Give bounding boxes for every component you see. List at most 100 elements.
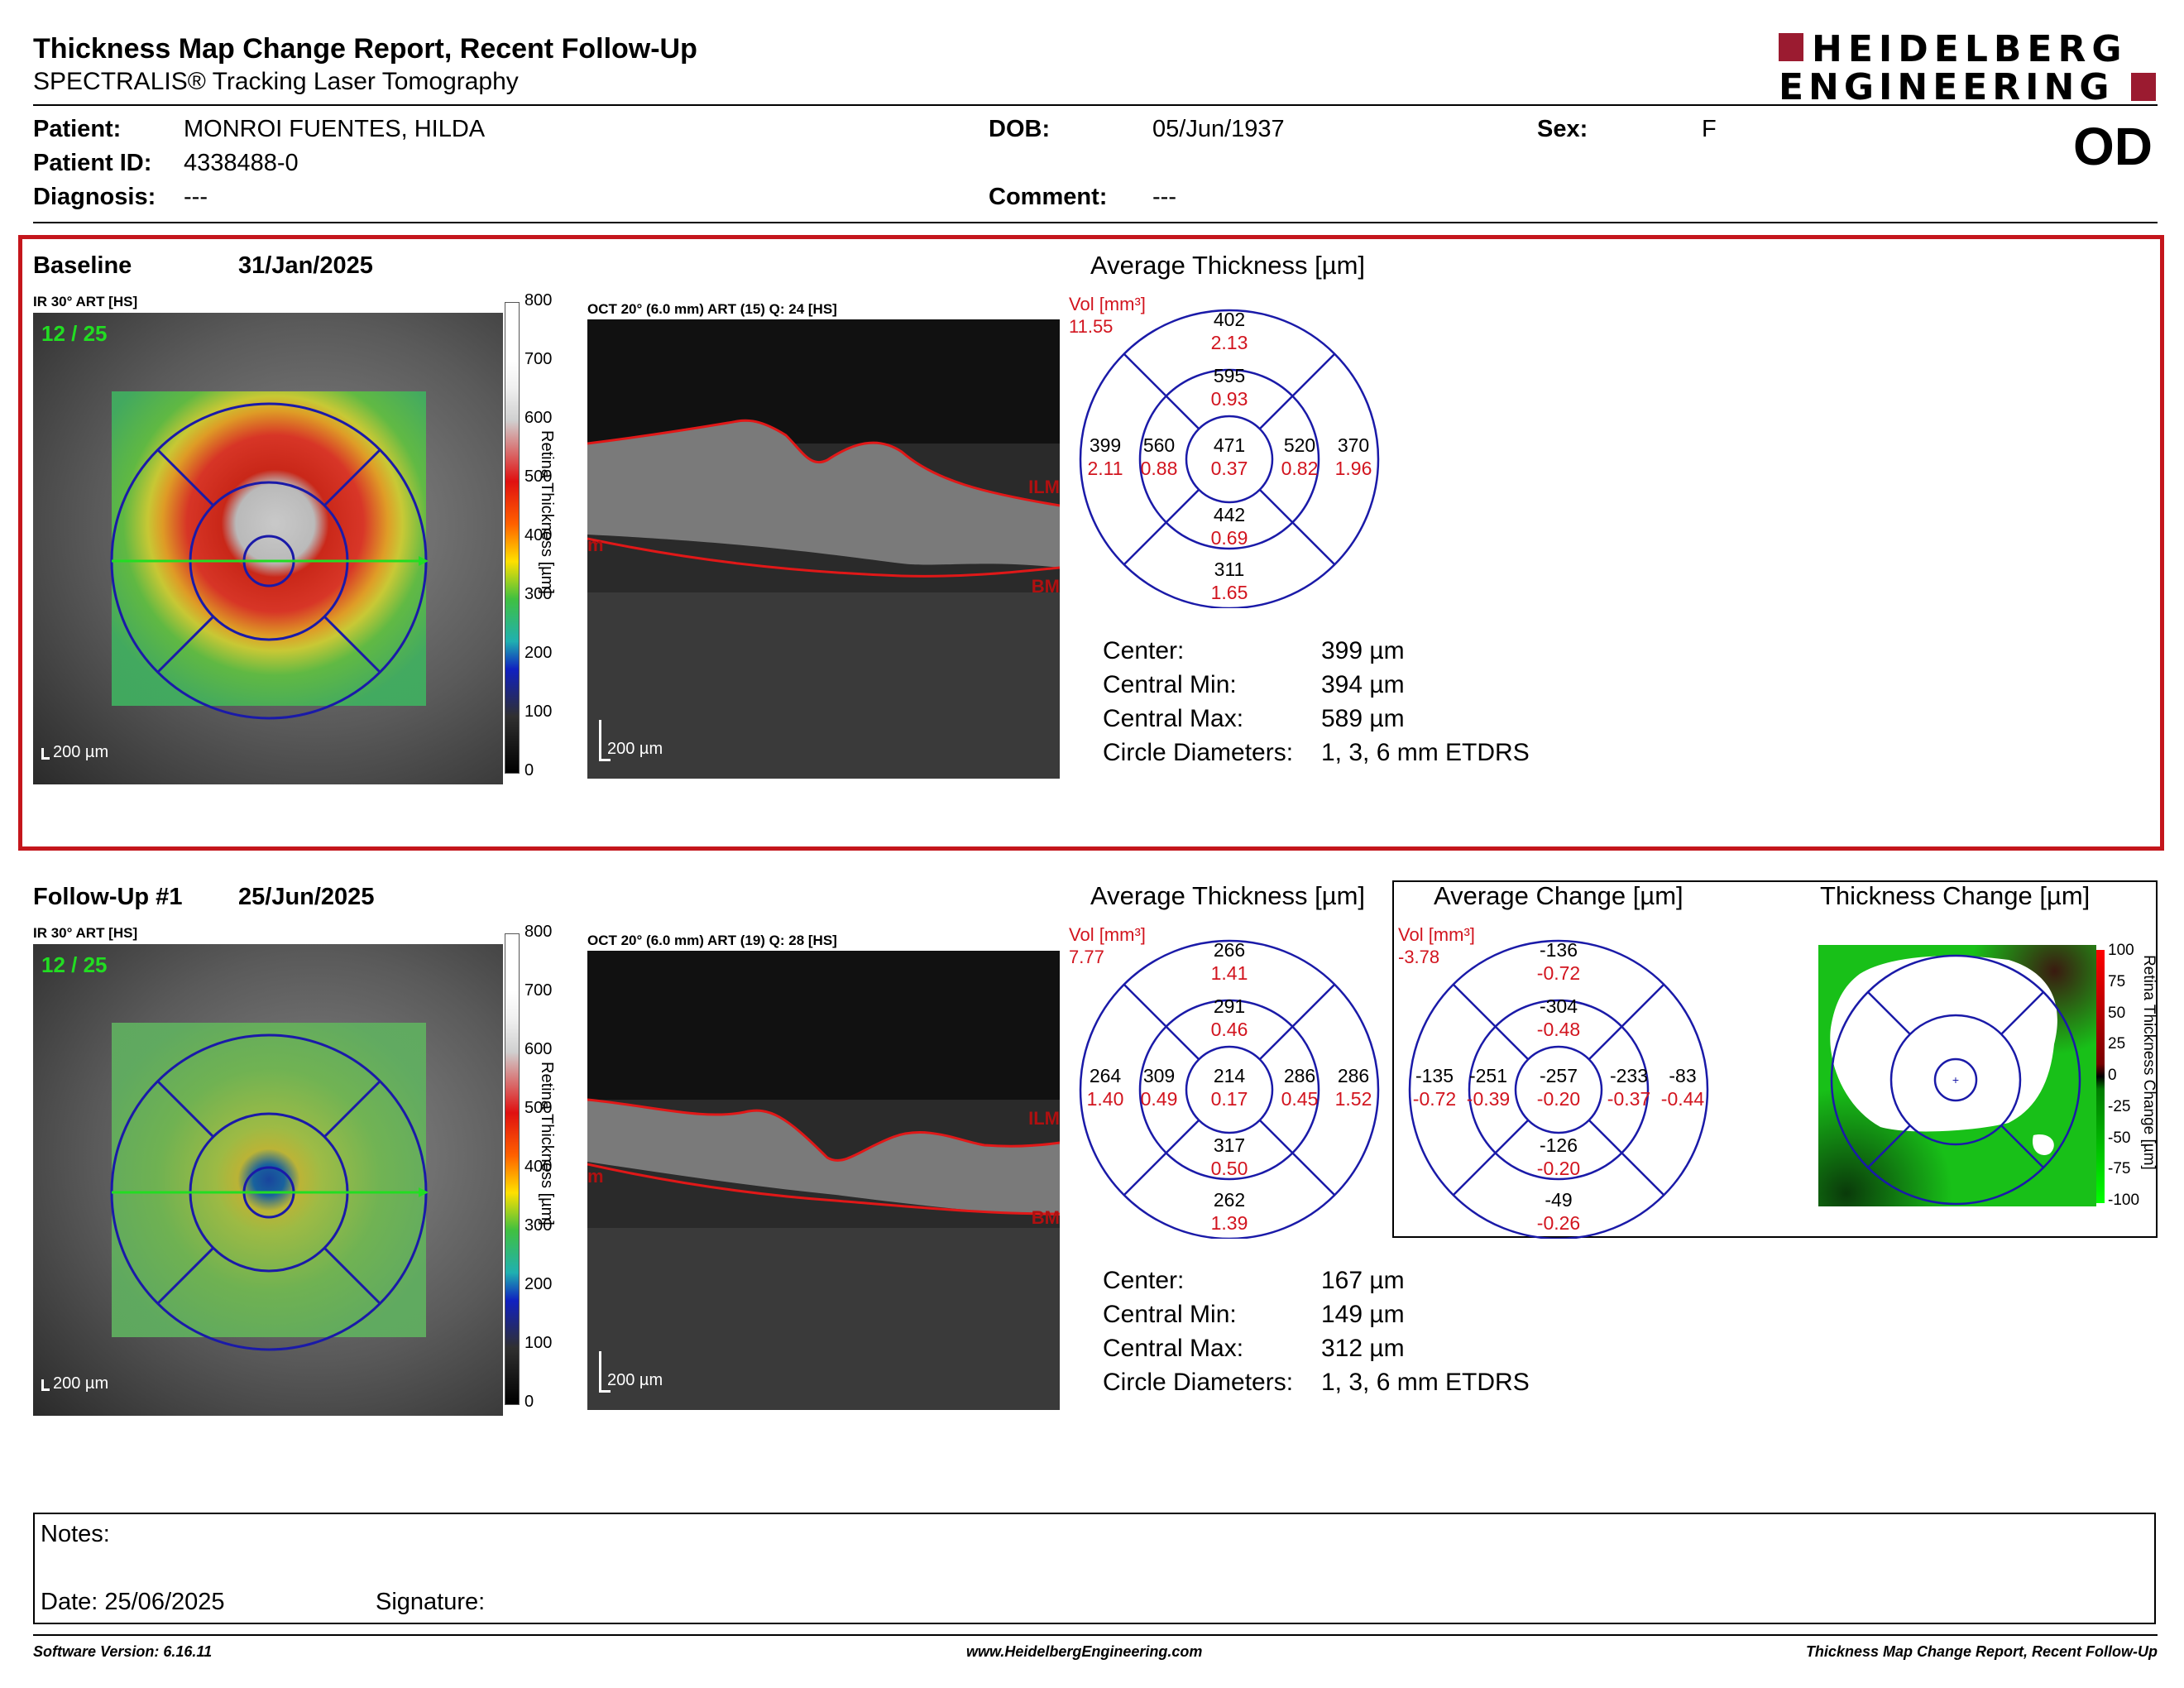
colorbar-tick-label: 50 xyxy=(2108,1004,2126,1022)
colorbar-tick-label: 300 xyxy=(524,1216,553,1235)
etdrs-sector-line xyxy=(1258,1119,1336,1196)
change-etdrs-grid: -136 -0.72 -304 -0.48 -135 -0.72 -251 -0.39 -257… xyxy=(1398,924,1732,1240)
etdrs-top-outer-value: 402 xyxy=(1213,309,1246,330)
sex-value: F xyxy=(1702,116,1717,142)
baseline-max-label: Central Max: xyxy=(1103,705,1244,732)
baseline-center-value: 399 µm xyxy=(1321,637,1405,664)
colorbar-tick-label: -50 xyxy=(2108,1129,2131,1147)
etdrs-bottom-outer-value: -49 xyxy=(1545,1189,1573,1211)
report-title: Thickness Map Change Report, Recent Foll… xyxy=(33,33,697,65)
etdrs-bottom-inner-volume: 0.69 xyxy=(1210,527,1248,549)
etdrs-sector-line xyxy=(1123,352,1200,430)
baseline-circle-label: Circle Diameters: xyxy=(1103,739,1294,766)
colorbar-tick-label: 200 xyxy=(524,1275,553,1293)
colorbar-tick-label: 400 xyxy=(524,1158,553,1176)
etdrs-vol-label: Vol [mm³] xyxy=(1398,924,1475,945)
notes-date: Date: 25/06/2025 xyxy=(41,1589,225,1615)
baseline-ir-image: 12 / 25 200 µm xyxy=(33,313,503,784)
etdrs-sector-line xyxy=(1258,488,1336,566)
baseline-date: 31/Jan/2025 xyxy=(238,252,373,279)
etdrs-left-inner-volume: 0.49 xyxy=(1140,1088,1178,1110)
followup-m-mark: m xyxy=(587,1166,604,1187)
followup-colorbar-ticks: 800 700 600 500 400 300 200 100 0 xyxy=(524,923,558,1419)
colorbar-tick-label: 700 xyxy=(524,981,553,1000)
etdrs-ring xyxy=(1468,999,1650,1181)
baseline-avg-thickness-title: Average Thickness [µm] xyxy=(1090,251,1366,280)
patient-id-label: Patient ID: xyxy=(33,150,152,176)
diagnosis-value: --- xyxy=(184,184,208,210)
etdrs-top-outer-volume: -0.72 xyxy=(1536,962,1581,984)
etdrs-center-volume: 0.37 xyxy=(1210,458,1248,479)
etdrs-left-outer-volume: 1.40 xyxy=(1086,1088,1124,1110)
etdrs-right-outer-volume: -0.44 xyxy=(1660,1088,1705,1110)
etdrs-right-inner-volume: 0.82 xyxy=(1281,458,1319,479)
average-change-title: Average Change [µm] xyxy=(1434,881,1684,910)
baseline-circle-value: 1, 3, 6 mm ETDRS xyxy=(1321,739,1530,766)
etdrs-ring xyxy=(1514,1045,1603,1134)
followup-circle-label: Circle Diameters: xyxy=(1103,1369,1294,1396)
patient-name: MONROI FUENTES, HILDA xyxy=(184,116,486,142)
etdrs-ring xyxy=(1138,368,1320,550)
etdrs-vol-total: -3.78 xyxy=(1398,947,1440,967)
colorbar-tick-label: 0 xyxy=(2108,1067,2117,1084)
change-box xyxy=(1392,880,2158,1238)
etdrs-vol-total: 7.77 xyxy=(1069,947,1104,967)
colorbar-tick-label: -25 xyxy=(2108,1097,2131,1115)
heidelberg-logo: HEIDELBERG ENGINEERING xyxy=(1779,28,2159,108)
followup-ir-image: 12 / 25 200 µm xyxy=(33,944,503,1416)
dob-label: DOB: xyxy=(989,116,1051,142)
baseline-colorbar-ticks: 800 700 600 500 400 300 200 100 0 xyxy=(524,291,558,788)
website-link[interactable]: www.HeidelbergEngineering.com xyxy=(966,1643,1203,1660)
colorbar-tick-label: 500 xyxy=(524,468,553,486)
colorbar-tick-label: 25 xyxy=(2108,1035,2126,1053)
colorbar-tick-label: 400 xyxy=(524,526,553,544)
etdrs-top-inner-volume: 0.93 xyxy=(1210,388,1248,410)
etdrs-sector-line xyxy=(1258,352,1336,430)
etdrs-top-inner-value: 291 xyxy=(1213,995,1246,1017)
etdrs-bottom-outer-volume: 1.65 xyxy=(1210,582,1248,603)
followup-oct-image: ILM BM m 200 µm xyxy=(587,951,1060,1410)
etdrs-top-outer-value: 266 xyxy=(1213,939,1246,961)
etdrs-left-outer-value: 399 xyxy=(1089,434,1122,456)
followup-circle-value: 1, 3, 6 mm ETDRS xyxy=(1321,1369,1530,1396)
etdrs-sector-line xyxy=(1452,983,1530,1061)
baseline-max-value: 589 µm xyxy=(1321,705,1405,732)
etdrs-bottom-inner-volume: 0.50 xyxy=(1210,1158,1248,1179)
baseline-ir-scale: 200 µm xyxy=(53,743,109,761)
etdrs-top-outer-volume: 1.41 xyxy=(1210,962,1248,984)
etdrs-left-inner-value: 560 xyxy=(1142,434,1176,456)
etdrs-ring xyxy=(1138,999,1320,1181)
etdrs-right-inner-value: 520 xyxy=(1283,434,1316,456)
baseline-frame xyxy=(18,235,2164,851)
etdrs-sector-line xyxy=(1123,983,1200,1061)
comment-label: Comment: xyxy=(989,184,1108,210)
baseline-colorbar-title: Retina Thickness [µm] xyxy=(538,430,556,594)
etdrs-bottom-inner-value: 442 xyxy=(1213,504,1246,525)
etdrs-bottom-outer-volume: 1.39 xyxy=(1210,1212,1248,1234)
etdrs-right-outer-value: 286 xyxy=(1337,1065,1370,1086)
footer-report-title: Thickness Map Change Report, Recent Foll… xyxy=(1805,1643,2158,1660)
etdrs-sector-line xyxy=(1588,983,1665,1061)
etdrs-left-inner-volume: -0.39 xyxy=(1466,1088,1511,1110)
followup-center-value: 167 µm xyxy=(1321,1267,1405,1294)
etdrs-ring xyxy=(1185,415,1274,504)
followup-bm-label: BM xyxy=(1031,1207,1060,1228)
thickness-change-title: Thickness Change [µm] xyxy=(1820,881,2091,910)
baseline-ir-label: IR 30° ART [HS] xyxy=(33,294,138,309)
etdrs-right-inner-volume: -0.37 xyxy=(1607,1088,1651,1110)
etdrs-left-outer-volume: -0.72 xyxy=(1412,1088,1457,1110)
change-colorbar-ticks: 100 75 50 25 0 -25 -50 -75 -100 xyxy=(2108,942,2141,1215)
colorbar-tick-label: -100 xyxy=(2108,1192,2140,1209)
baseline-min-label: Central Min: xyxy=(1103,671,1237,698)
etdrs-center-volume: -0.20 xyxy=(1536,1088,1581,1110)
etdrs-right-inner-volume: 0.45 xyxy=(1281,1088,1319,1110)
baseline-oct-image: ILM BM m 200 µm xyxy=(587,319,1060,779)
eye-od: OD xyxy=(2073,117,2153,176)
diagnosis-label: Diagnosis: xyxy=(33,184,156,210)
followup-ir-scale: 200 µm xyxy=(53,1374,109,1393)
thickness-change-map: + xyxy=(1818,945,2096,1206)
comment-value: --- xyxy=(1152,184,1176,210)
colorbar-tick-label: 100 xyxy=(524,1334,553,1352)
etdrs-bottom-outer-value: 262 xyxy=(1213,1189,1246,1211)
etdrs-ring xyxy=(1185,1045,1274,1134)
